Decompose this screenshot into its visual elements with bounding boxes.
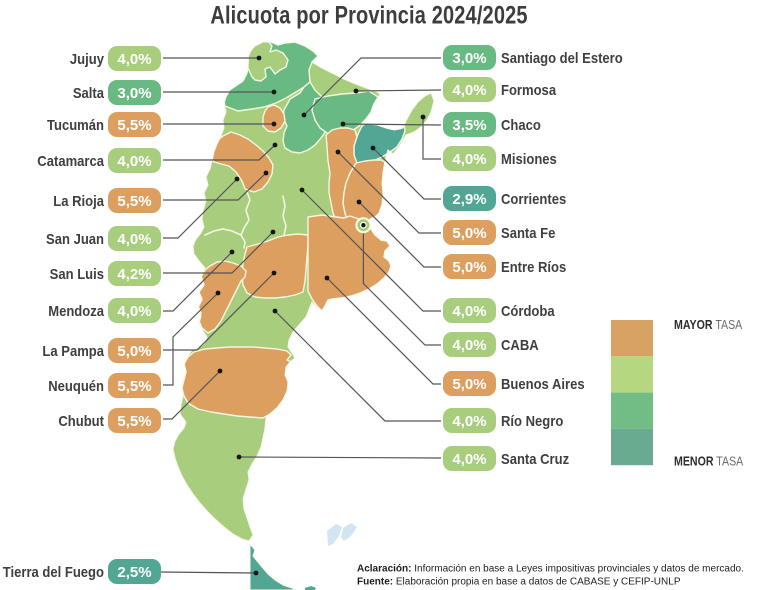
svg-text:3,0%: 3,0% bbox=[117, 85, 151, 102]
svg-text:Entre Ríos: Entre Ríos bbox=[501, 258, 566, 275]
svg-text:5,0%: 5,0% bbox=[117, 343, 151, 360]
svg-text:4,2%: 4,2% bbox=[117, 266, 151, 283]
svg-text:La Pampa: La Pampa bbox=[42, 342, 104, 359]
svg-text:5,0%: 5,0% bbox=[452, 376, 486, 393]
svg-text:Neuquén: Neuquén bbox=[48, 377, 104, 394]
svg-text:MAYOR TASA: MAYOR TASA bbox=[674, 318, 743, 332]
svg-text:5,0%: 5,0% bbox=[452, 259, 486, 276]
svg-text:3,0%: 3,0% bbox=[452, 50, 486, 67]
svg-text:Mendoza: Mendoza bbox=[48, 302, 104, 319]
svg-text:Corrientes: Corrientes bbox=[501, 190, 566, 207]
svg-text:5,5%: 5,5% bbox=[117, 117, 151, 134]
svg-text:5,0%: 5,0% bbox=[452, 225, 486, 242]
svg-text:Formosa: Formosa bbox=[501, 81, 556, 98]
svg-text:5,5%: 5,5% bbox=[117, 193, 151, 210]
svg-text:La Rioja: La Rioja bbox=[53, 192, 104, 209]
svg-text:2,5%: 2,5% bbox=[117, 564, 151, 581]
svg-text:4,0%: 4,0% bbox=[117, 51, 151, 68]
svg-text:2,9%: 2,9% bbox=[452, 191, 486, 208]
svg-text:MENOR TASA: MENOR TASA bbox=[674, 455, 743, 469]
svg-text:Alicuota por Provincia 2024/20: Alicuota por Provincia 2024/2025 bbox=[210, 1, 527, 29]
svg-text:CABA: CABA bbox=[501, 336, 539, 353]
svg-text:3,5%: 3,5% bbox=[452, 117, 486, 134]
svg-text:Córdoba: Córdoba bbox=[501, 302, 555, 319]
svg-text:4,0%: 4,0% bbox=[452, 82, 486, 99]
svg-text:4,0%: 4,0% bbox=[452, 303, 486, 320]
svg-text:Tierra del Fuego: Tierra del Fuego bbox=[3, 563, 105, 580]
svg-text:Buenos Aires: Buenos Aires bbox=[501, 375, 585, 392]
svg-text:4,0%: 4,0% bbox=[117, 303, 151, 320]
svg-text:Santa Fe: Santa Fe bbox=[501, 224, 556, 241]
svg-text:Aclaración: Información en bas: Aclaración: Información en base a Leyes … bbox=[357, 564, 744, 575]
svg-text:Catamarca: Catamarca bbox=[37, 152, 104, 169]
svg-text:San Luis: San Luis bbox=[50, 265, 105, 282]
svg-text:Fuente: Elaboración propia en: Fuente: Elaboración propia en base a dat… bbox=[357, 577, 681, 588]
svg-text:4,0%: 4,0% bbox=[452, 151, 486, 168]
svg-text:Chubut: Chubut bbox=[58, 412, 104, 429]
svg-text:4,0%: 4,0% bbox=[452, 337, 486, 354]
svg-text:5,5%: 5,5% bbox=[117, 378, 151, 395]
svg-text:Tucumán: Tucumán bbox=[47, 116, 104, 133]
svg-text:San Juan: San Juan bbox=[46, 230, 104, 247]
svg-text:4,0%: 4,0% bbox=[117, 153, 151, 170]
svg-text:Salta: Salta bbox=[73, 84, 104, 101]
svg-text:4,0%: 4,0% bbox=[452, 451, 486, 468]
svg-text:Misiones: Misiones bbox=[501, 150, 557, 167]
svg-text:Santa Cruz: Santa Cruz bbox=[501, 450, 569, 467]
svg-text:4,0%: 4,0% bbox=[117, 231, 151, 248]
svg-text:Santiago del Estero: Santiago del Estero bbox=[501, 49, 623, 66]
svg-text:4,0%: 4,0% bbox=[452, 413, 486, 430]
svg-text:Chaco: Chaco bbox=[501, 116, 541, 133]
svg-text:Jujuy: Jujuy bbox=[70, 50, 104, 67]
svg-text:Río Negro: Río Negro bbox=[501, 412, 564, 429]
svg-text:5,5%: 5,5% bbox=[117, 413, 151, 430]
